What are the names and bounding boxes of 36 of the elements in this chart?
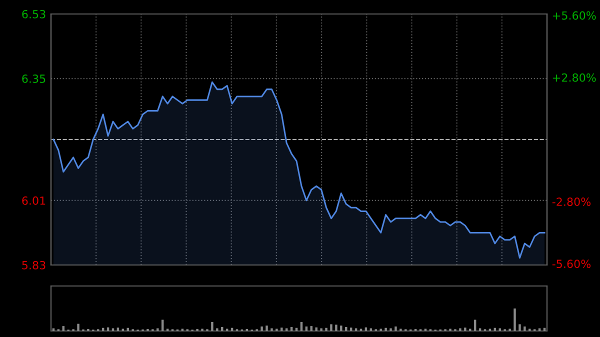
bar [116,328,120,331]
y2-tick-label: +5.60% [553,11,596,20]
bar [340,326,342,331]
y2-tick-label: -2.80% [552,198,591,206]
y-tick-label: 6.35 [22,74,46,83]
bar [514,308,516,331]
bar [315,327,318,331]
bar [320,328,322,331]
bar [464,328,466,331]
bar [350,328,352,331]
bar [280,328,283,331]
bar [390,328,392,331]
bar [211,322,214,331]
bar [325,328,328,331]
bar [270,328,273,331]
y2-tick-label: +2.80% [553,73,596,82]
y2-tick-label: -5.60% [552,260,591,268]
bar [260,326,263,331]
bar [77,324,80,331]
bar [524,326,526,331]
bar [394,326,397,331]
y-tick-label: 6.53 [22,10,46,18]
y-tick-label: 6.01 [22,196,46,205]
bar [62,326,65,331]
bar [156,328,159,331]
bar [384,328,387,331]
bar [266,326,268,331]
bar [330,324,332,331]
bar [216,328,218,331]
bar [518,324,521,331]
bar [310,326,313,331]
y-tick-label: 5.83 [22,260,46,270]
bar [335,324,338,331]
bar [459,328,462,331]
bar [305,326,308,331]
bar [300,322,303,331]
